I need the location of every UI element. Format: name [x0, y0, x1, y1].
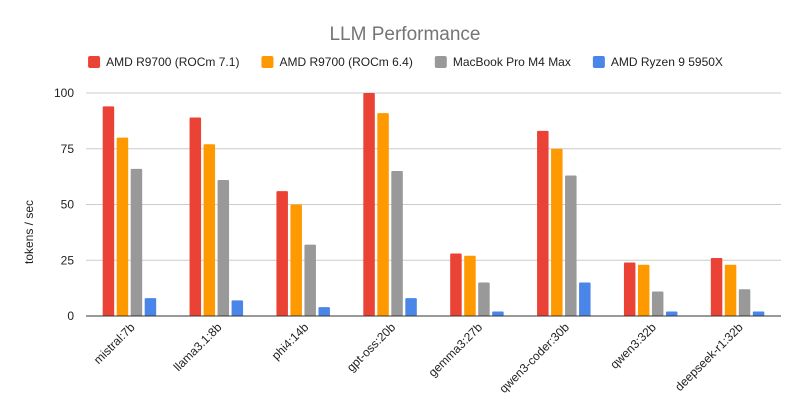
bar: [405, 298, 417, 316]
legend-swatch: [434, 56, 447, 68]
legend-item: MacBook Pro M4 Max: [434, 55, 571, 69]
legend-item: AMD R9700 (ROCm 6.4): [261, 55, 413, 69]
legend-label: AMD R9700 (ROCm 7.1): [106, 55, 239, 69]
bar: [391, 171, 403, 316]
x-tick-label: qwen3:32b: [607, 320, 659, 372]
gridlines: [86, 92, 781, 261]
y-tick-label: 100: [54, 86, 74, 100]
x-axis-ticks: mistral:7b llama3.1:8b phi4:14b gpt-oss:20b…: [91, 320, 746, 396]
y-tick-label: 25: [61, 253, 75, 267]
bar: [203, 144, 216, 316]
bar: [231, 300, 244, 316]
bar: [102, 106, 115, 316]
bar: [377, 113, 389, 316]
bars: [102, 93, 765, 316]
bar: [318, 307, 330, 316]
legend-label: AMD Ryzen 9 5950X: [611, 55, 723, 69]
x-tick-label: qwen3-coder:30b: [496, 320, 572, 396]
bar: [565, 175, 577, 316]
bar: [450, 253, 462, 316]
bar: [276, 191, 288, 316]
bar: [665, 311, 678, 316]
x-tick-label: deepseek-r1:32b: [672, 320, 746, 394]
bar: [579, 282, 591, 316]
bar: [217, 179, 230, 316]
bar: [738, 289, 751, 316]
bar: [710, 258, 723, 316]
x-tick-label: gpt-oss:20b: [344, 320, 398, 374]
x-tick-label: mistral:7b: [91, 320, 138, 367]
x-tick-label: llama3.1:8b: [171, 320, 225, 374]
legend-item: AMD Ryzen 9 5950X: [592, 55, 723, 69]
y-axis-label: tokens / sec: [22, 200, 36, 264]
bar: [651, 291, 664, 316]
bar: [551, 148, 563, 316]
bar: [724, 264, 737, 316]
legend-swatch: [261, 56, 274, 68]
y-tick-label: 75: [61, 142, 75, 156]
legend: AMD R9700 (ROCm 7.1) AMD R9700 (ROCm 6.4)…: [88, 55, 723, 69]
bar: [623, 262, 636, 316]
legend-label: MacBook Pro M4 Max: [453, 55, 571, 69]
x-tick-label: gemma3:27b: [426, 320, 486, 380]
chart-title: LLM Performance: [329, 24, 480, 45]
bar: [144, 298, 157, 316]
bar: [116, 137, 129, 316]
bar: [130, 168, 143, 316]
x-tick-label: phi4:14b: [269, 320, 312, 363]
bar: [492, 311, 504, 316]
bar: [363, 93, 375, 316]
legend-item: AMD R9700 (ROCm 7.1): [88, 55, 239, 69]
bar: [537, 130, 549, 316]
bar: [752, 311, 765, 316]
bar: [304, 244, 316, 316]
bar: [637, 264, 650, 316]
bar: [290, 204, 302, 316]
y-tick-label: 50: [61, 198, 75, 212]
bar: [189, 117, 202, 316]
y-axis-ticks: 0 25 50 75 100: [54, 86, 74, 323]
legend-label: AMD R9700 (ROCm 6.4): [279, 55, 412, 69]
legend-swatch: [592, 56, 605, 68]
y-tick-label: 0: [67, 309, 74, 323]
bar: [464, 255, 476, 316]
legend-swatch: [88, 56, 101, 68]
bar: [478, 282, 490, 316]
